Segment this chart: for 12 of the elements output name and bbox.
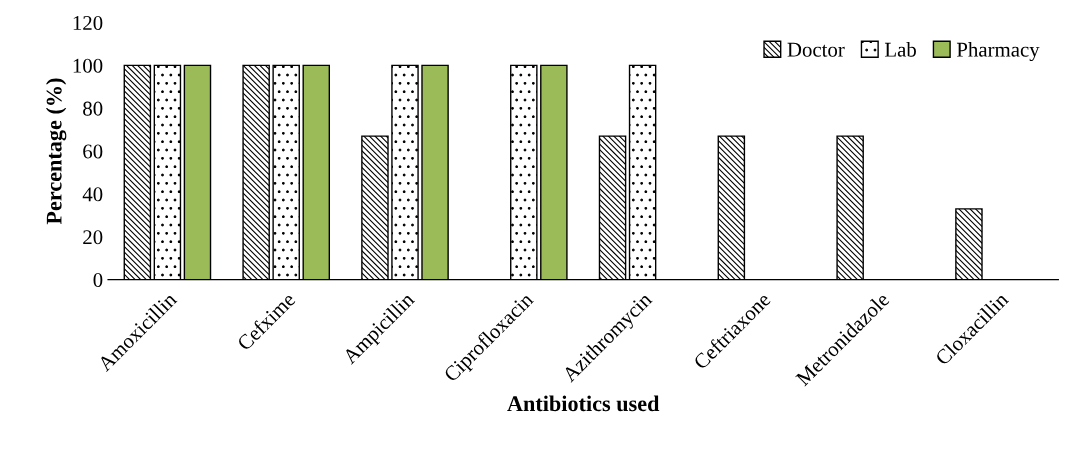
legend-label: Lab	[884, 42, 916, 57]
y-tick-label: 80	[83, 101, 103, 116]
y-tick-label: 20	[83, 230, 103, 245]
legend-label: Pharmacy	[956, 42, 1040, 61]
y-tick-label: 100	[73, 58, 103, 73]
y-tick-label: 120	[73, 15, 103, 30]
y-tick-label: 60	[83, 144, 103, 159]
legend-label: Doctor	[787, 42, 845, 57]
x-axis-title: Antibiotics used	[507, 395, 660, 412]
y-axis-title: Percentage (%)	[46, 78, 67, 225]
y-tick-label: 40	[82, 187, 103, 202]
y-tick-label: 0	[93, 272, 103, 288]
